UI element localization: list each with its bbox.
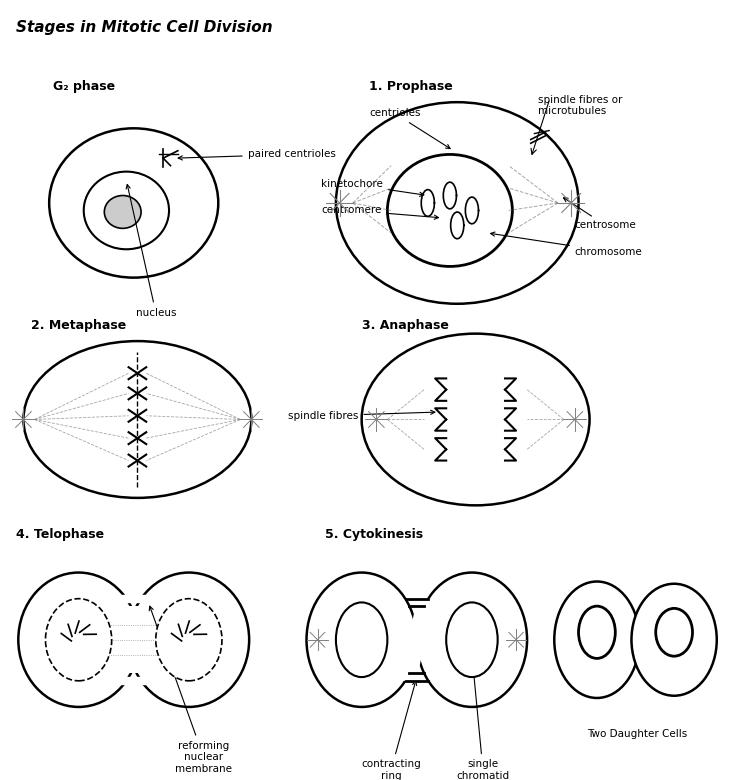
Text: 4. Telophase: 4. Telophase [16,528,104,541]
Ellipse shape [46,599,111,681]
Ellipse shape [24,341,252,498]
Ellipse shape [83,172,169,250]
Ellipse shape [446,602,497,677]
Text: kinetochore: kinetochore [321,179,424,197]
Text: spindle fibres or
microtubules: spindle fibres or microtubules [538,94,622,116]
Text: nucleus: nucleus [126,185,176,317]
Ellipse shape [362,334,590,505]
Text: 5. Cytokinesis: 5. Cytokinesis [325,528,423,541]
Ellipse shape [128,573,249,707]
Text: single
chromatid: single chromatid [456,658,509,780]
Text: Stages in Mitotic Cell Division: Stages in Mitotic Cell Division [16,20,273,35]
Ellipse shape [579,606,615,658]
Ellipse shape [336,102,579,303]
Text: G₂ phase: G₂ phase [53,80,115,93]
Text: Two Daughter Cells: Two Daughter Cells [587,729,688,739]
Ellipse shape [306,573,417,707]
Ellipse shape [336,602,387,677]
Bar [123,606,145,673]
Ellipse shape [49,129,218,278]
Ellipse shape [632,583,717,696]
Text: 2. Metaphase: 2. Metaphase [31,319,126,332]
Ellipse shape [417,573,527,707]
Text: contracting
ring: contracting ring [361,681,421,780]
Ellipse shape [18,573,139,707]
Ellipse shape [554,582,640,698]
Text: paired centrioles: paired centrioles [178,150,336,160]
Text: 1. Prophase: 1. Prophase [369,80,452,93]
Ellipse shape [656,608,692,656]
Ellipse shape [104,196,141,229]
Ellipse shape [156,599,222,681]
Text: centromere: centromere [321,205,438,219]
Text: centrioles: centrioles [369,108,450,148]
Text: chromosome: chromosome [491,232,643,257]
Ellipse shape [387,154,512,267]
Text: centrosome: centrosome [564,197,637,230]
Text: 3. Anaphase: 3. Anaphase [362,319,449,332]
Text: reforming
nuclear
membrane: reforming nuclear membrane [149,606,232,774]
Text: spindle fibres: spindle fibres [288,410,435,420]
